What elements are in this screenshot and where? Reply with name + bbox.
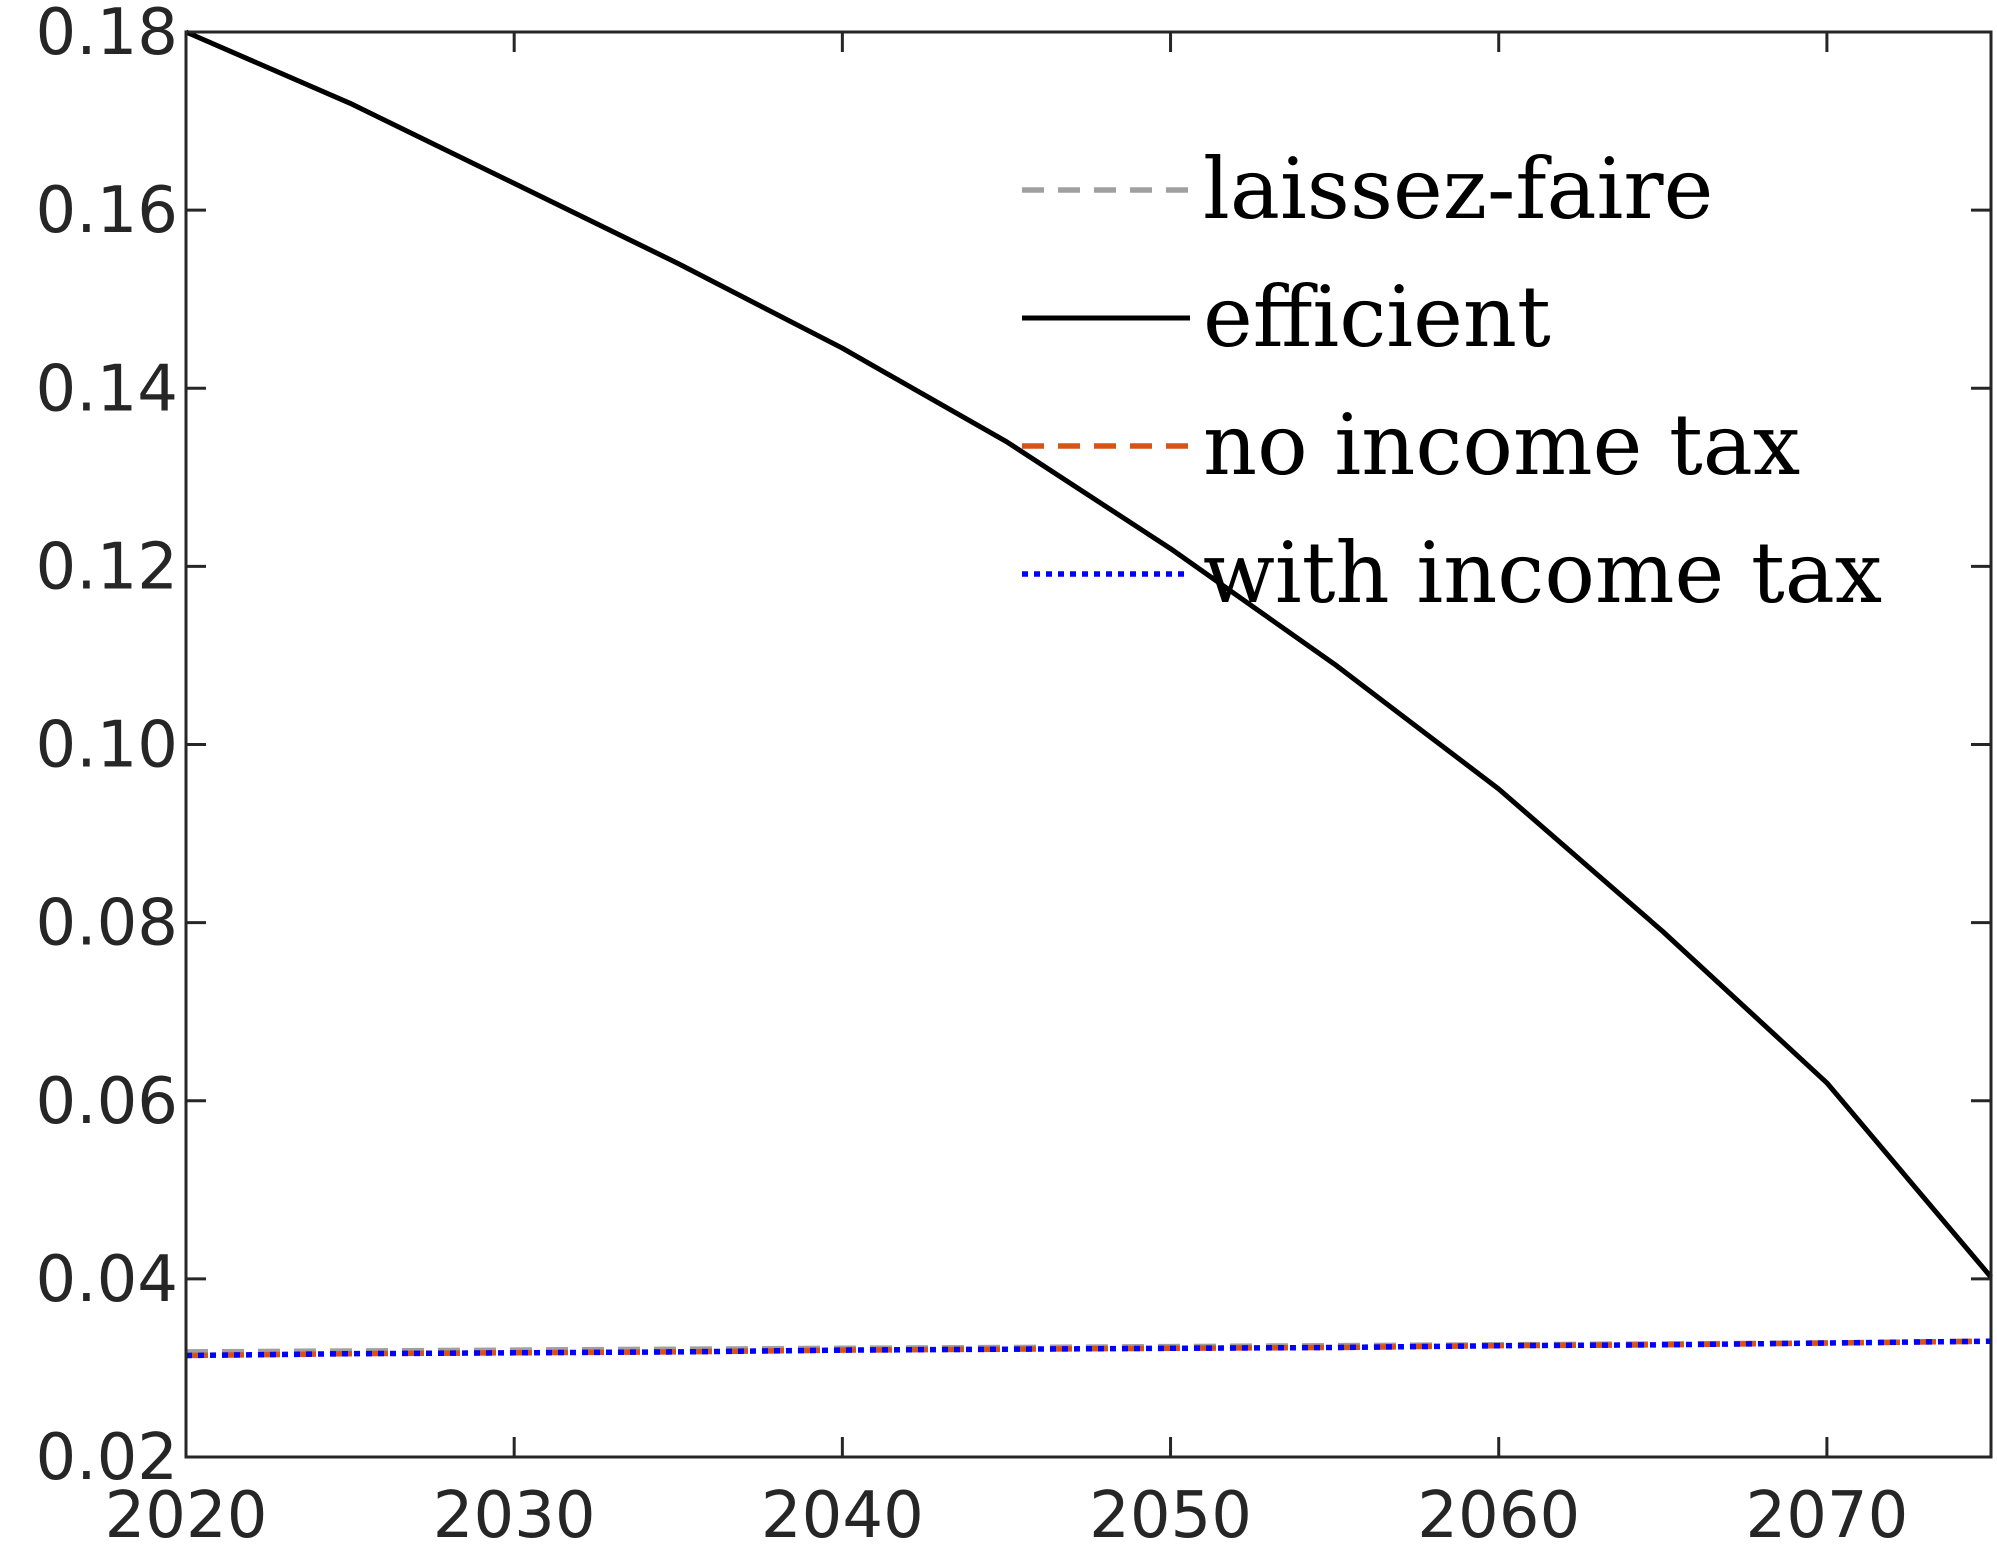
x-tick-label: 2040 xyxy=(761,1479,924,1553)
series-line-efficient xyxy=(185,29,1993,1279)
y-tick-label: 0.02 xyxy=(36,1421,179,1495)
y-tick-label: 0.12 xyxy=(36,530,179,604)
axes-box xyxy=(184,30,1993,1459)
y-tick-label: 0.10 xyxy=(36,709,179,783)
legend-label-no-income-tax: no income tax xyxy=(1203,396,1800,494)
x-tick-label: 2060 xyxy=(1417,1479,1580,1553)
x-tick-label: 2030 xyxy=(433,1479,596,1553)
x-tick-label: 2070 xyxy=(1745,1479,1908,1553)
y-tick-label: 0.14 xyxy=(36,352,179,426)
legend-label-with-income-tax: with income tax xyxy=(1203,524,1882,622)
series-layer xyxy=(185,29,1993,1359)
legend-label-efficient: efficient xyxy=(1203,268,1551,366)
y-tick-label: 0.18 xyxy=(36,0,179,70)
y-tick-label: 0.08 xyxy=(36,887,179,961)
x-tick-label: 2050 xyxy=(1089,1479,1252,1553)
y-tick-label: 0.16 xyxy=(36,174,179,248)
x-tick-label: 2020 xyxy=(105,1479,268,1553)
legend-label-laissez-faire: laissez-faire xyxy=(1203,140,1713,238)
y-tick-label: 0.04 xyxy=(36,1243,179,1317)
legend: laissez-faire efficient no income tax with … xyxy=(1022,140,1882,622)
y-tick-label: 0.06 xyxy=(36,1065,179,1139)
ticks-layer: 2020 2030 2040 2050 2060 2070 0.02 0.04 0.06 0.08… xyxy=(36,0,1991,1553)
series-line-with-income-tax xyxy=(185,1338,1992,1359)
